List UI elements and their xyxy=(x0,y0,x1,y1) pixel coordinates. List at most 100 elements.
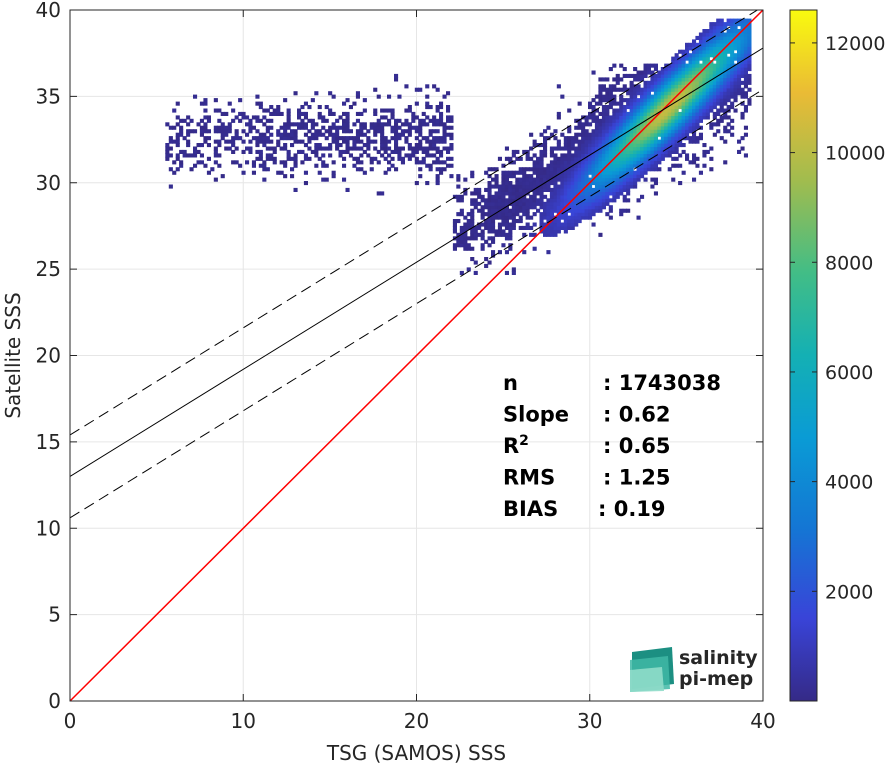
density-cell xyxy=(678,70,683,75)
density-cell xyxy=(740,22,745,27)
density-cell xyxy=(671,63,676,68)
density-cell xyxy=(605,156,610,161)
density-cell xyxy=(407,105,412,110)
density-cell xyxy=(567,163,572,168)
density-cell xyxy=(231,118,236,123)
density-cell xyxy=(681,111,686,116)
density-cell xyxy=(307,139,312,144)
density-cell xyxy=(279,170,284,175)
density-cell xyxy=(671,156,676,161)
density-cell xyxy=(650,87,655,92)
density-cell xyxy=(657,70,662,75)
density-cell xyxy=(553,229,558,234)
density-cell xyxy=(719,94,724,99)
density-cell xyxy=(692,129,697,134)
density-cell xyxy=(432,129,437,134)
density-cell xyxy=(633,181,638,186)
density-cell xyxy=(442,132,447,137)
density-cell xyxy=(671,136,676,141)
density-cell xyxy=(626,167,631,172)
density-cell xyxy=(688,56,693,61)
density-cell xyxy=(646,132,651,137)
density-cell xyxy=(522,212,527,217)
density-cell xyxy=(262,160,267,165)
density-cell xyxy=(692,94,697,99)
density-cell xyxy=(563,163,568,168)
density-cell xyxy=(373,139,378,144)
density-cell xyxy=(390,108,395,113)
density-cell xyxy=(310,136,315,141)
density-cell xyxy=(504,215,509,220)
density-cell xyxy=(584,136,589,141)
density-cell xyxy=(667,67,672,72)
density-cell xyxy=(556,198,561,203)
density-cell xyxy=(574,212,579,217)
density-cell xyxy=(594,170,599,175)
density-cell xyxy=(411,118,416,123)
density-cell xyxy=(674,70,679,75)
density-cell xyxy=(709,94,714,99)
density-cell xyxy=(342,139,347,144)
density-cell xyxy=(193,149,198,154)
density-cell xyxy=(719,80,724,85)
density-cell xyxy=(688,70,693,75)
density-cell xyxy=(567,198,572,203)
density-cell xyxy=(487,215,492,220)
density-cell xyxy=(723,160,728,165)
density-cell xyxy=(678,118,683,123)
density-cell xyxy=(622,73,627,78)
density-cell xyxy=(660,115,665,120)
density-cell xyxy=(723,42,728,47)
density-cell xyxy=(629,170,634,175)
density-cell xyxy=(650,84,655,89)
density-cell xyxy=(245,122,250,127)
density-cell xyxy=(196,149,201,154)
y-axis-title: Satellite SSS xyxy=(1,292,25,418)
density-cell xyxy=(695,115,700,120)
density-cell xyxy=(667,167,672,172)
density-cell xyxy=(362,143,367,148)
density-cell xyxy=(615,115,620,120)
density-cell xyxy=(234,136,239,141)
density-cell xyxy=(588,143,593,148)
density-cell xyxy=(646,115,651,120)
density-cell xyxy=(594,129,599,134)
density-cell xyxy=(723,35,728,40)
density-cell xyxy=(577,194,582,199)
density-cell xyxy=(667,73,672,78)
density-cell xyxy=(439,160,444,165)
density-cell xyxy=(463,215,468,220)
density-cell xyxy=(681,149,686,154)
density-cell xyxy=(622,163,627,168)
density-cell xyxy=(594,177,599,182)
density-cell xyxy=(643,108,648,113)
density-cell xyxy=(321,125,326,130)
density-cell xyxy=(560,132,565,137)
density-cell xyxy=(383,146,388,151)
density-cell xyxy=(352,136,357,141)
density-cell xyxy=(546,225,551,230)
colorbar-gradient xyxy=(789,9,818,702)
density-cell xyxy=(740,18,745,23)
density-cell xyxy=(532,167,537,172)
density-cell xyxy=(473,187,478,192)
density-cell xyxy=(179,125,184,130)
density-cell xyxy=(653,125,658,130)
density-cell xyxy=(425,163,430,168)
density-cell xyxy=(640,94,645,99)
density-cell xyxy=(355,118,360,123)
density-cell xyxy=(276,143,281,148)
density-cell xyxy=(678,163,683,168)
density-cell xyxy=(709,70,714,75)
density-cell xyxy=(543,149,548,154)
density-cell xyxy=(328,91,333,96)
density-cell xyxy=(685,129,690,134)
density-cell xyxy=(723,70,728,75)
density-cell xyxy=(193,129,198,134)
density-cell xyxy=(511,225,516,230)
density-cell xyxy=(543,139,548,144)
density-cell xyxy=(622,105,627,110)
density-cell xyxy=(664,132,669,137)
density-cell xyxy=(622,87,627,92)
density-cell xyxy=(591,212,596,217)
